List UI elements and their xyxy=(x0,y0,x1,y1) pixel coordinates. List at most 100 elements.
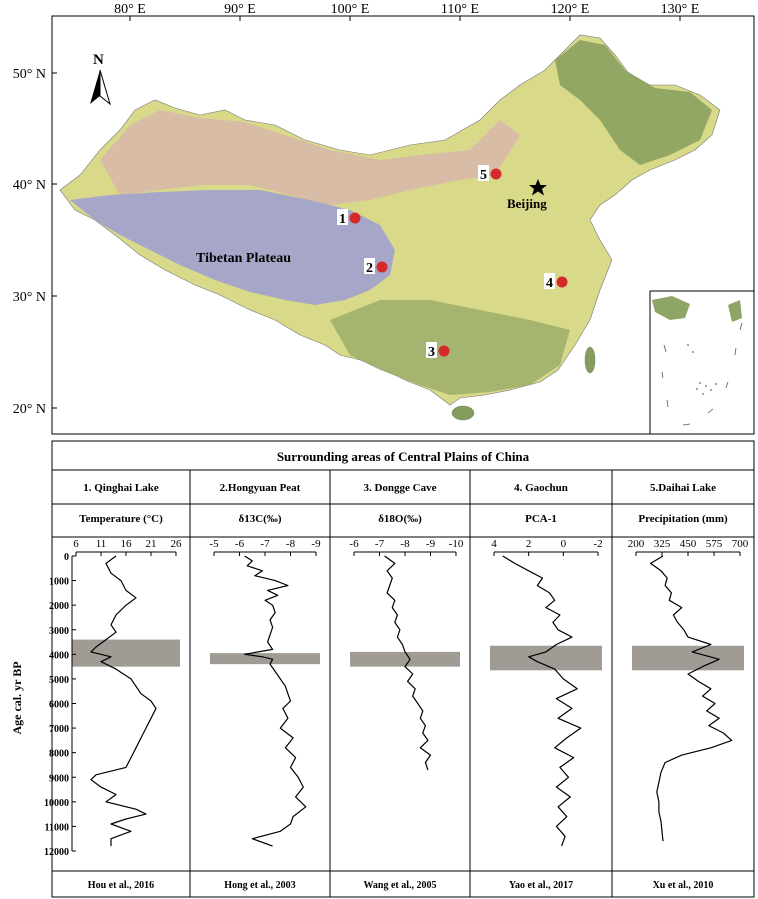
highlight-band xyxy=(632,645,744,671)
record-panel: Surrounding areas of Central Plains of C… xyxy=(10,440,755,898)
x-tick-label: 200 xyxy=(628,538,645,550)
latitude-label: 30° N xyxy=(13,290,46,305)
site-name: 3. Dongge Cave xyxy=(363,482,436,494)
y-tick-label: 8000 xyxy=(49,749,69,760)
x-tick-label: -8 xyxy=(286,538,296,550)
y-axis-label: Age cal. yr BP xyxy=(10,661,24,734)
chart-columns: 1. Qinghai Lake Temperature (°C) Hou et al… xyxy=(72,470,749,897)
taiwan-island xyxy=(584,346,596,374)
site-marker xyxy=(376,261,388,273)
site-number: 5 xyxy=(478,165,489,183)
site-number: 3 xyxy=(426,342,437,360)
chart-column: 1. Qinghai Lake Temperature (°C) Hou et al… xyxy=(72,482,182,891)
series-line xyxy=(649,555,733,842)
y-tick-label: 11000 xyxy=(45,822,69,833)
series-line xyxy=(384,555,432,771)
longitude-label: 120° E xyxy=(551,2,590,17)
site-name: 4. Gaochun xyxy=(514,482,568,494)
y-tick-label: 1000 xyxy=(49,577,69,588)
x-tick-label: 325 xyxy=(654,538,671,550)
latitude-labels: 50° N 40° N 30° N 20° N xyxy=(13,67,57,417)
x-tick-label: 575 xyxy=(706,538,723,550)
svg-text:1: 1 xyxy=(339,212,346,227)
site-number: 1 xyxy=(337,209,348,227)
site-marker xyxy=(349,212,361,224)
highlight-band xyxy=(72,639,180,667)
south-forest-region xyxy=(330,300,570,395)
site-markers: 1 2 3 4 5 xyxy=(337,165,568,360)
tibetan-plateau-label: Tibetan Plateau xyxy=(196,251,291,266)
x-tick-label: -6 xyxy=(349,538,359,550)
chart-column: 2.Hongyuan Peat δ13C(‰) Hong et al., 2003 -… xyxy=(189,470,321,897)
source-citation: Hou et al., 2016 xyxy=(88,880,154,891)
y-tick-label: 9000 xyxy=(49,773,69,784)
source-citation: Xu et al., 2010 xyxy=(653,880,714,891)
x-tick-label: 450 xyxy=(680,538,697,550)
series-line xyxy=(502,555,582,847)
x-tick-label: -5 xyxy=(209,538,219,550)
x-tick-label: -7 xyxy=(375,538,385,550)
y-tick-label: 7000 xyxy=(49,724,69,735)
site-marker xyxy=(490,168,502,180)
y-tick-label: 2000 xyxy=(49,601,69,612)
plateau-region xyxy=(70,190,395,305)
x-tick-label: 26 xyxy=(171,538,183,550)
beijing-label: Beijing xyxy=(507,196,547,211)
source-citation: Hong et al., 2003 xyxy=(224,880,295,891)
x-tick-label: -10 xyxy=(449,538,464,550)
north-label: N xyxy=(93,52,104,68)
x-axis-label: PCA-1 xyxy=(525,513,557,525)
longitude-label: 110° E xyxy=(441,2,479,17)
x-tick-label: 0 xyxy=(561,538,567,550)
latitude-label: 40° N xyxy=(13,178,46,193)
y-tick-label: 0 xyxy=(64,552,69,563)
svg-text:3: 3 xyxy=(428,345,435,360)
x-tick-label: -9 xyxy=(311,538,321,550)
x-tick-label: 2 xyxy=(526,538,532,550)
x-tick-label: 11 xyxy=(96,538,107,550)
x-tick-label: -2 xyxy=(593,538,602,550)
y-tick-label: 4000 xyxy=(49,650,69,661)
latitude-label: 20° N xyxy=(13,402,46,417)
inset-island xyxy=(728,300,742,322)
site-marker xyxy=(438,345,450,357)
inset-dashes xyxy=(661,322,743,426)
y-axis: 0 1000 2000 3000 4000 5000 6000 7000 8000 9000 100… xyxy=(44,552,76,858)
x-tick-label: -8 xyxy=(400,538,410,550)
x-tick-label: -9 xyxy=(426,538,436,550)
x-tick-label: 6 xyxy=(73,538,79,550)
x-tick-label: 16 xyxy=(121,538,133,550)
y-tick-label: 10000 xyxy=(44,798,69,809)
inset-coast xyxy=(652,296,690,320)
longitude-labels: 80° E 90° E 100° E 110° E 120° E 130° E xyxy=(114,2,699,21)
y-tick-label: 12000 xyxy=(44,847,69,858)
longitude-label: 100° E xyxy=(331,2,370,17)
longitude-label: 90° E xyxy=(224,2,256,17)
y-tick-label: 3000 xyxy=(49,626,69,637)
x-axis-label: Temperature (°C) xyxy=(79,513,163,525)
highlight-band xyxy=(490,645,602,671)
desert-region xyxy=(100,110,520,205)
panel-title: Surrounding areas of Central Plains of C… xyxy=(277,449,530,464)
x-tick-label: 4 xyxy=(491,538,497,550)
svg-text:2: 2 xyxy=(366,261,373,276)
site-name: 2.Hongyuan Peat xyxy=(220,482,301,494)
latitude-label: 50° N xyxy=(13,67,46,82)
beijing-star-icon xyxy=(529,179,547,196)
longitude-label: 130° E xyxy=(661,2,700,17)
x-tick-label: -6 xyxy=(235,538,245,550)
x-axis-label: Precipitation (mm) xyxy=(638,513,728,525)
site-number: 2 xyxy=(364,258,375,276)
inset-islands xyxy=(687,344,717,395)
x-axis-label: δ13C(‰) xyxy=(239,513,282,525)
north-arrow: N xyxy=(90,52,111,106)
highlight-band xyxy=(350,651,460,667)
x-tick-label: 21 xyxy=(146,538,157,550)
series-line xyxy=(244,555,307,847)
chart-column: 4. Gaochun PCA-1 Yao et al., 2017 4 2 0 -2 xyxy=(469,470,603,897)
chart-column: 3. Dongge Cave δ18O(‰) Wang et al., 2005 -6… xyxy=(329,470,464,897)
svg-text:4: 4 xyxy=(546,276,553,291)
x-tick-label: -7 xyxy=(260,538,270,550)
series-line xyxy=(90,555,157,847)
